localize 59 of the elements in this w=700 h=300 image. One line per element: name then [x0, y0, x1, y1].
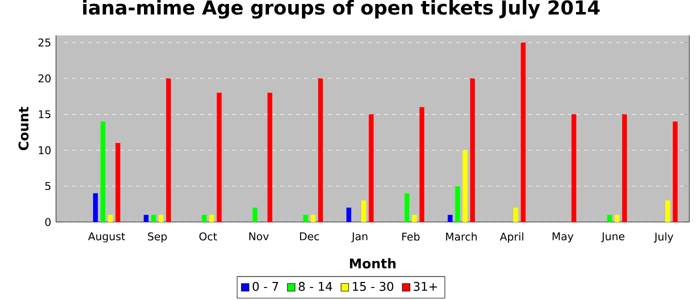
y-tick-label: 5: [45, 182, 50, 190]
bar: [571, 114, 576, 222]
y-axis-title: Count: [18, 106, 29, 150]
bar: [672, 121, 678, 222]
bar: [108, 214, 113, 222]
bar: [455, 186, 460, 222]
x-tick-label: May: [552, 232, 574, 242]
bar: [310, 214, 316, 222]
bar: [346, 208, 352, 222]
bar: [252, 208, 258, 222]
bar: [100, 121, 106, 222]
x-tick-label: Sep: [148, 232, 167, 243]
x-tick-label: April: [500, 232, 524, 243]
bar: [368, 114, 374, 222]
bar: [267, 92, 272, 222]
bar: [144, 214, 149, 222]
legend-label: 31+: [414, 282, 437, 291]
bar: [622, 114, 627, 222]
bar: [520, 42, 526, 222]
bar: [448, 214, 453, 222]
legend-label: 0 - 7: [252, 282, 278, 291]
bar: [166, 78, 171, 222]
bar: [470, 78, 475, 222]
bar: [158, 214, 164, 222]
bar: [419, 107, 424, 222]
bar: [412, 214, 417, 222]
bar: [665, 200, 670, 222]
y-tick-label: 25: [38, 38, 50, 47]
x-tick-label: Nov: [249, 232, 269, 240]
bar: [607, 214, 612, 222]
bar: [115, 143, 120, 222]
bar: [318, 78, 323, 222]
y-tick-label: 0: [45, 218, 51, 226]
x-tick-label: March: [446, 232, 477, 241]
bar: [303, 214, 308, 222]
bar: [404, 193, 410, 222]
bar: [361, 200, 366, 222]
x-tick-label: Jan: [351, 232, 368, 242]
legend-label: 15 - 30: [352, 282, 394, 291]
bar: [462, 150, 468, 222]
x-tick-label: August: [88, 232, 126, 242]
bar: [209, 214, 214, 222]
x-tick-label: Oct: [199, 232, 217, 240]
x-tick-label: Dec: [300, 232, 319, 240]
bar: [93, 193, 98, 222]
x-tick-label: Feb: [402, 232, 420, 241]
x-tick-label: July: [654, 232, 674, 243]
bar: [614, 214, 620, 222]
legend-label: 8 - 14: [298, 282, 332, 291]
x-tick-label: June: [601, 232, 624, 242]
bar: [151, 214, 156, 222]
bar: [216, 92, 222, 222]
bar: [202, 214, 207, 222]
bar: [513, 208, 518, 222]
y-tick-label: 10: [38, 146, 51, 154]
x-axis-title: Month: [350, 258, 396, 268]
y-tick-label: 20: [38, 74, 51, 82]
y-tick-label: 15: [38, 110, 50, 118]
chart-title: iana-mime Age groups of open tickets July 2014: [83, 0, 600, 19]
